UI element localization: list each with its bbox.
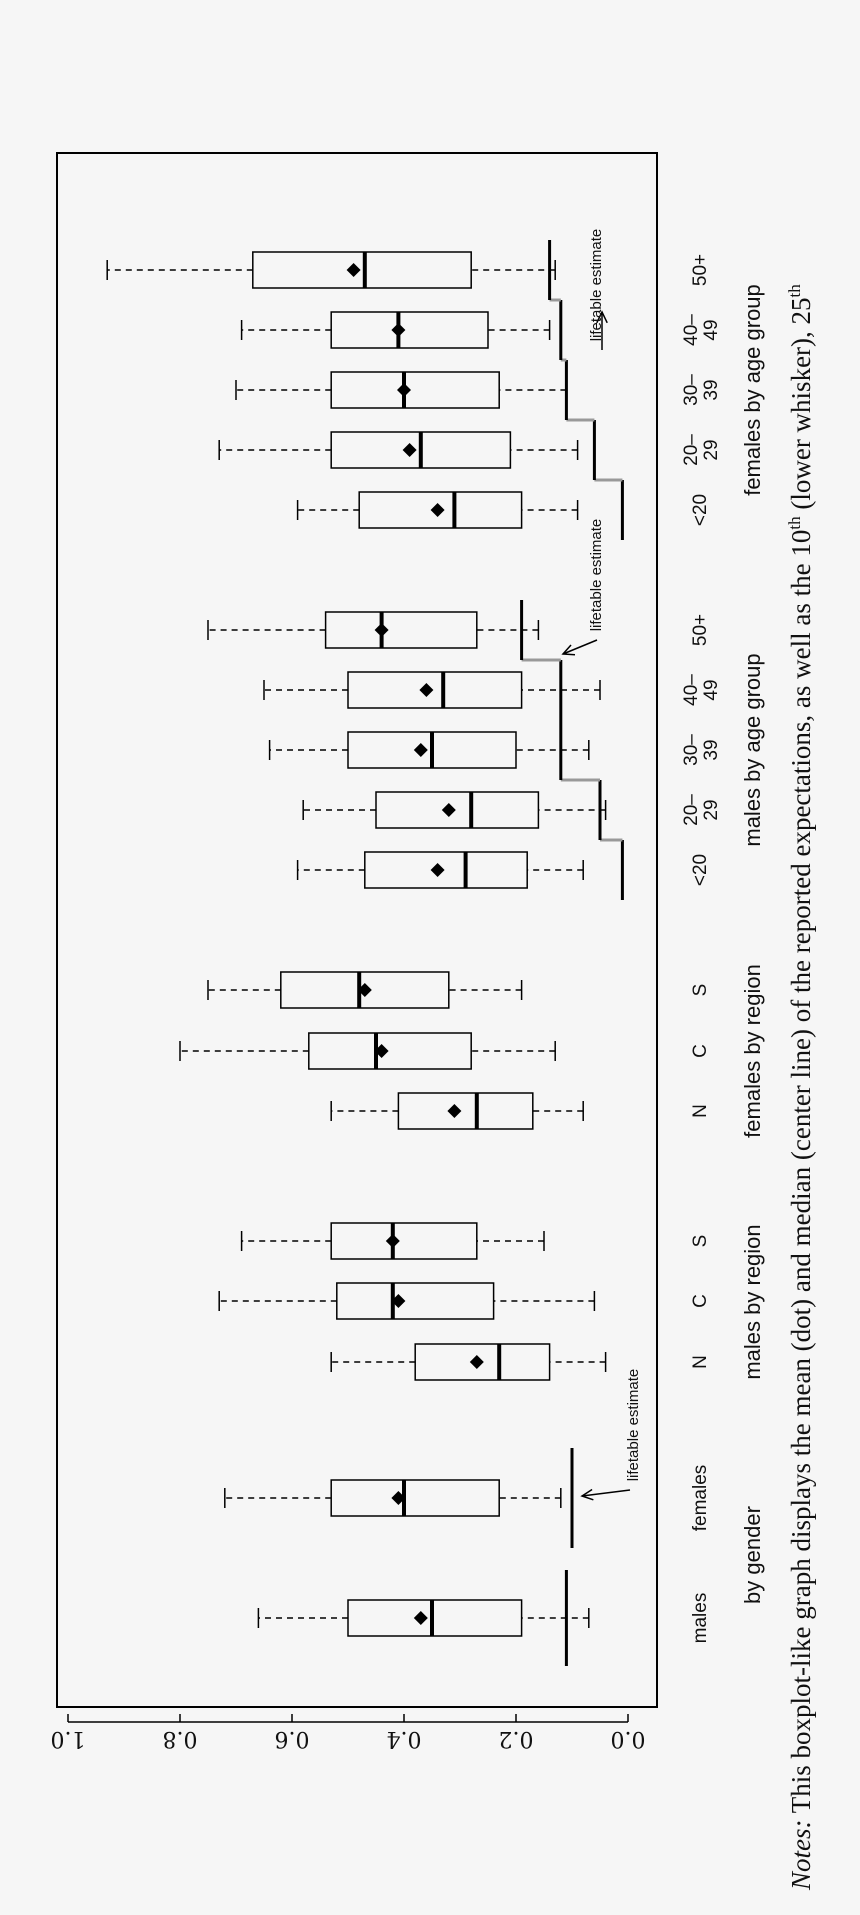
category-label: 50+ bbox=[690, 614, 711, 646]
mean-marker bbox=[397, 383, 411, 397]
category-label: females bbox=[690, 1465, 711, 1532]
lifetable-males-age bbox=[520, 600, 624, 900]
mean-marker bbox=[402, 443, 417, 457]
group-label: by gender bbox=[740, 1506, 765, 1604]
iqr-box bbox=[330, 311, 489, 349]
category-label: S bbox=[690, 1235, 711, 1248]
mean-marker bbox=[430, 863, 445, 877]
box-0: males bbox=[257, 1593, 711, 1644]
mean-marker bbox=[447, 1104, 462, 1118]
box-17: 50+ bbox=[106, 251, 711, 289]
category-label: 20–29 bbox=[681, 794, 722, 826]
box-4: S bbox=[240, 1222, 711, 1260]
annotation-arrowhead bbox=[596, 310, 608, 324]
annotation-label: lifetable estimate bbox=[588, 519, 605, 632]
mean-marker bbox=[430, 503, 445, 517]
group-label: females by region bbox=[740, 964, 765, 1138]
plot-frame bbox=[56, 152, 658, 1708]
category-label: N bbox=[690, 1355, 711, 1369]
box-8: <20 bbox=[296, 851, 711, 889]
box-3: C bbox=[218, 1282, 711, 1320]
category-label: 20–29 bbox=[681, 434, 722, 466]
annotation-arrowhead bbox=[561, 644, 576, 656]
iqr-box bbox=[252, 251, 472, 289]
value-tick-label: 0.4 bbox=[387, 1726, 422, 1751]
category-label: 40–49 bbox=[681, 314, 722, 346]
box-12: 50+ bbox=[207, 611, 711, 649]
category-label: 50+ bbox=[690, 254, 711, 286]
category-label: 30–39 bbox=[681, 734, 722, 766]
box-6: C bbox=[179, 1032, 711, 1070]
annotation-arrow bbox=[562, 639, 598, 655]
mean-marker bbox=[374, 623, 389, 637]
annotation-arrow bbox=[581, 1489, 631, 1497]
box-14: 20–29 bbox=[218, 431, 722, 469]
box-10: 30–39 bbox=[268, 731, 722, 769]
category-label: <20 bbox=[690, 854, 711, 886]
iqr-box bbox=[336, 1282, 495, 1320]
category-label: C bbox=[690, 1044, 711, 1058]
mean-marker bbox=[413, 743, 428, 757]
iqr-box bbox=[347, 1599, 523, 1637]
value-tick-label: 0.0 bbox=[611, 1726, 646, 1751]
mean-marker bbox=[413, 1611, 428, 1625]
iqr-box bbox=[330, 371, 500, 409]
iqr-box bbox=[364, 851, 528, 889]
annotation-label: lifetable estimate bbox=[588, 229, 605, 342]
value-tick-label: 0.6 bbox=[275, 1726, 310, 1751]
mean-marker bbox=[419, 683, 434, 697]
mean-marker bbox=[469, 1355, 484, 1369]
group-label: females by age group bbox=[740, 284, 765, 496]
iqr-box bbox=[324, 611, 478, 649]
mean-marker bbox=[391, 1491, 406, 1505]
box-9: 20–29 bbox=[302, 791, 722, 829]
iqr-box bbox=[308, 1032, 472, 1070]
iqr-box bbox=[347, 671, 523, 709]
category-label: males bbox=[690, 1593, 711, 1644]
annotation-label: lifetable estimate bbox=[625, 1369, 642, 1482]
mean-marker bbox=[346, 263, 361, 277]
mean-marker bbox=[441, 803, 456, 817]
value-tick-label: 0.2 bbox=[499, 1726, 534, 1751]
category-label: 30–39 bbox=[681, 374, 722, 406]
box-11: 40–49 bbox=[263, 671, 722, 709]
category-label: 40–49 bbox=[681, 674, 722, 706]
value-tick-label: 1.0 bbox=[51, 1726, 86, 1751]
mean-marker bbox=[357, 983, 372, 997]
iqr-box bbox=[397, 1092, 534, 1130]
iqr-box bbox=[375, 791, 540, 829]
box-5: N bbox=[330, 1092, 711, 1130]
group-label: males by region bbox=[740, 1224, 765, 1379]
category-label: S bbox=[690, 984, 711, 997]
category-label: <20 bbox=[690, 494, 711, 526]
figure-caption: Notes: This boxplot-like graph displays … bbox=[785, 284, 816, 1891]
iqr-box bbox=[414, 1343, 551, 1381]
group-label: males by age group bbox=[740, 653, 765, 846]
box-7: S bbox=[207, 971, 711, 1009]
mean-marker bbox=[374, 1044, 389, 1058]
iqr-box bbox=[280, 971, 450, 1009]
box-13: <20 bbox=[296, 491, 711, 529]
mean-marker bbox=[385, 1234, 400, 1248]
box-16: 40–49 bbox=[240, 311, 722, 349]
mean-marker bbox=[391, 1294, 406, 1308]
value-tick-label: 0.8 bbox=[163, 1726, 198, 1751]
category-label: N bbox=[690, 1104, 711, 1118]
mean-marker bbox=[391, 323, 406, 337]
annotation-arrowhead bbox=[580, 1488, 594, 1501]
lifetable-females-age bbox=[548, 240, 624, 540]
box-15: 30–39 bbox=[235, 371, 722, 409]
iqr-box bbox=[330, 1479, 500, 1517]
box-1: females bbox=[224, 1465, 711, 1532]
iqr-box bbox=[358, 491, 523, 529]
box-2: N bbox=[330, 1343, 711, 1381]
category-label: C bbox=[690, 1294, 711, 1308]
iqr-box bbox=[330, 1222, 478, 1260]
